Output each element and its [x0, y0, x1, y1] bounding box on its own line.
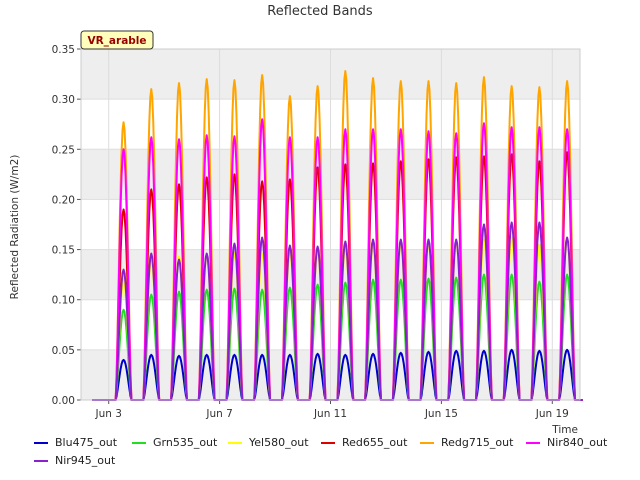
x-tick-label: Jun 15: [424, 408, 458, 420]
legend-swatch-yel580: [228, 441, 242, 444]
legend-label-nir945: Nir945_out: [55, 454, 116, 467]
y-tick-label: 0.30: [52, 94, 75, 106]
y-tick-label: 0.05: [52, 345, 75, 357]
series-line-nir945: [92, 221, 583, 401]
y-axis-label: Reflected Radiation (W/m2): [9, 155, 21, 300]
x-axis-label: Time: [551, 424, 578, 436]
legend-swatch-grn535: [132, 441, 146, 444]
legend-swatch-blu475: [34, 441, 48, 444]
y-tick-label: 0.35: [52, 44, 75, 56]
y-tick-label: 0.20: [52, 194, 75, 206]
legend-label-red655: Red655_out: [342, 436, 408, 449]
legend-item-redg715: Redg715_out: [420, 436, 513, 449]
legend-label-nir840: Nir840_out: [547, 436, 608, 449]
legend-label-grn535: Grn535_out: [153, 436, 218, 449]
legend-item-red655: Red655_out: [321, 436, 407, 449]
legend-label-redg715: Redg715_out: [441, 436, 514, 449]
series-line-nir840: [92, 118, 583, 401]
legend-item-nir945: Nir945_out: [34, 454, 115, 467]
legend-item-yel580: Yel580_out: [228, 436, 309, 449]
y-tick-label: 0.25: [52, 144, 75, 156]
legend-swatch-nir945: [34, 459, 48, 462]
legend-label-yel580: Yel580_out: [249, 436, 309, 449]
y-tick-label: 0.15: [52, 245, 75, 257]
x-tick-label: Jun 19: [535, 408, 569, 420]
legend-item-nir840: Nir840_out: [526, 436, 607, 449]
y-tick-label: 0.10: [52, 295, 75, 307]
annotation-label: VR_arable: [87, 35, 146, 47]
x-tick-label: Jun 11: [313, 408, 347, 420]
axes: 0.00 0.05 0.10 0.15 0.20 0.25 0.30 0.35 Jun 3 Jun…: [52, 44, 581, 420]
legend-swatch-redg715: [420, 441, 434, 444]
series-line-blu475: [92, 348, 583, 401]
plot-frame: [80, 48, 581, 401]
legend-swatch-nir840: [526, 441, 540, 444]
legend-swatch-red655: [321, 441, 335, 444]
x-tick-label: Jun 3: [95, 408, 122, 420]
legend-item-grn535: Grn535_out: [132, 436, 217, 449]
annotation-box: VR_arable: [80, 30, 154, 50]
y-tick-label: 0.00: [52, 395, 75, 407]
legend-label-blu475: Blu475_out: [55, 436, 118, 449]
series-lines: [92, 70, 583, 401]
legend-item-blu475: Blu475_out: [34, 436, 117, 449]
x-tick-label: Jun 7: [205, 408, 232, 420]
chart-title: Reflected Bands: [267, 4, 373, 19]
